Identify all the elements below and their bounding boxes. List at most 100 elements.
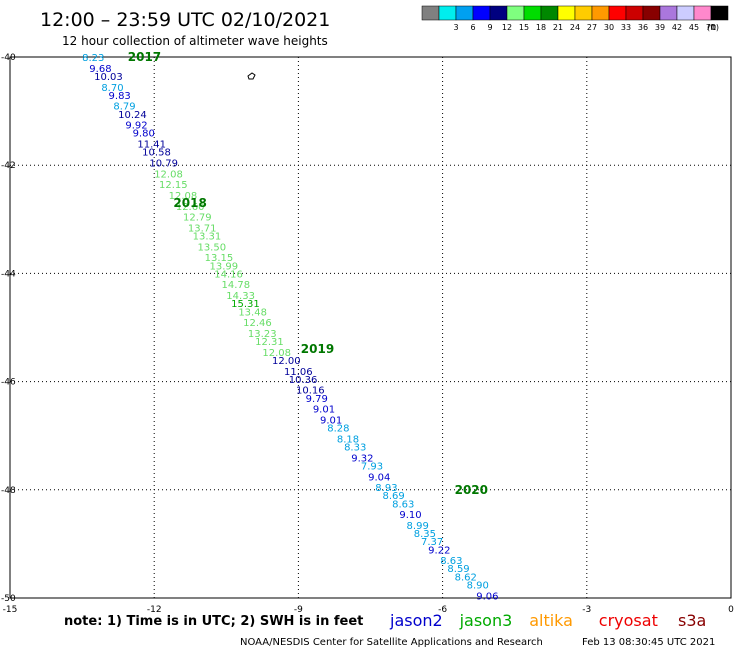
wave-height-value: 12.08: [154, 169, 183, 180]
legend-swatch-label: 3: [453, 23, 458, 32]
island-outline: [247, 72, 256, 80]
page-title: 12:00 – 23:59 UTC 02/10/2021: [40, 9, 330, 31]
satellite-name: cryosat: [599, 611, 658, 630]
track-time-mark: 2019: [301, 342, 334, 356]
wave-height-value: 8.69: [383, 491, 405, 502]
wave-height-value: 8.62: [455, 572, 477, 583]
legend-swatch: [506, 5, 525, 21]
wave-height-value: 9.06: [476, 591, 498, 602]
longitude-label: -6: [438, 605, 447, 615]
wave-height-value: 9.01: [320, 415, 342, 426]
wave-height-value: 12.00: [272, 356, 301, 367]
legend-swatch: [523, 5, 542, 21]
longitude-label: -3: [582, 605, 591, 615]
wave-height-value: 12.08: [262, 348, 291, 359]
wave-height-value: 11.41: [137, 140, 166, 151]
wave-height-color-legend: 3 6 9 12 15 18 21 24 27 30 33 36 39 42 45 70(ft): [421, 5, 729, 32]
wave-height-value: 10.24: [118, 110, 147, 121]
legend-swatch: [557, 5, 576, 21]
legend-swatch-label: 18: [536, 23, 546, 32]
wave-height-value: 9.79: [306, 394, 328, 405]
wave-height-value: 12.60: [176, 202, 205, 213]
wave-height-value: 8.35: [414, 529, 436, 540]
legend-swatch: [489, 5, 508, 21]
legend-swatch-label: 33: [621, 23, 631, 32]
longitude-tick-labels: -15 -12 -9 -6 -3 0: [3, 605, 734, 615]
latitude-label: -48: [1, 486, 16, 496]
wave-height-value: 13.50: [197, 242, 226, 253]
map-plot-area: -15 -12 -9 -6 -3 0 -40 -42 -44 -46 -48 -50 8.239.6…: [1, 50, 734, 615]
wave-height-value: 14.16: [214, 269, 243, 280]
wave-height-value: 8.18: [337, 434, 359, 445]
legend-swatch-label: 30: [604, 23, 614, 32]
legend-swatch-label: 12: [502, 23, 512, 32]
legend-swatch: [591, 5, 610, 21]
legend-swatch: [625, 5, 644, 21]
latitude-label: -40: [1, 53, 16, 63]
wave-height-value: 8.28: [327, 424, 349, 435]
wave-height-value: 8.79: [113, 102, 135, 113]
wave-height-value: 9.10: [399, 510, 421, 521]
wave-height-value: 10.03: [94, 72, 123, 83]
wave-height-value: 8.63: [392, 499, 414, 510]
wave-height-value: 8.90: [467, 580, 489, 591]
wave-height-value: 12.79: [183, 213, 212, 224]
legend-swatch: [693, 5, 712, 21]
wave-height-value: 12.31: [255, 337, 284, 348]
wave-height-value: 9.22: [428, 545, 450, 556]
wave-height-value: 10.79: [149, 158, 178, 169]
legend-swatch-label: 6: [470, 23, 475, 32]
wave-height-value: 8.23: [82, 53, 104, 64]
wave-height-value: 10.16: [296, 386, 325, 397]
wave-height-value: 8.33: [344, 443, 366, 454]
wave-height-value: 10.58: [142, 148, 171, 159]
track-time-mark: 2017: [128, 50, 161, 64]
track-time-marks: 2017 2018 2019 2020: [128, 50, 488, 497]
wave-height-value: 7.93: [361, 461, 383, 472]
wave-height-value: 7.37: [421, 537, 443, 548]
wave-height-value: 13.71: [188, 223, 217, 234]
legend-swatch-label: 21: [553, 23, 563, 32]
wave-height-value: 14.78: [221, 280, 250, 291]
legend-swatch: [540, 5, 559, 21]
longitude-label: -12: [147, 605, 162, 615]
wave-height-value: 8.99: [407, 521, 429, 532]
legend-swatch: [659, 5, 678, 21]
wave-height-value: 9.32: [351, 453, 373, 464]
legend-swatch-label: 45: [689, 23, 699, 32]
wave-height-value: 9.04: [368, 472, 390, 483]
wave-height-observations: 8.239.6810.038.709.838.7910.249.929.8011…: [82, 53, 498, 602]
legend-swatch: [676, 5, 695, 21]
legend-swatch-label: 70: [706, 23, 716, 32]
credit-text: NOAA/NESDIS Center for Satellite Applica…: [240, 637, 543, 648]
map-frame: [9, 56, 732, 599]
wave-height-value: 14.33: [226, 291, 255, 302]
latitude-label: -50: [1, 594, 16, 604]
legend-swatch: [421, 5, 440, 21]
wave-height-value: 9.68: [89, 64, 111, 75]
wave-height-value: 9.80: [133, 129, 155, 140]
legend-swatch-label: 9: [487, 23, 492, 32]
latitude-label: -46: [1, 378, 16, 388]
legend-swatch: [438, 5, 457, 21]
wave-height-value: 13.15: [205, 253, 234, 264]
wave-height-value: 8.93: [375, 483, 397, 494]
wave-height-value: 12.08: [169, 191, 198, 202]
wave-height-value: 8.70: [101, 83, 123, 94]
satellite-legend: jason2 jason3 altika cryosat s3a: [389, 611, 706, 630]
legend-swatch: [642, 5, 661, 21]
wave-height-value: 13.31: [193, 232, 222, 243]
legend-swatch-label: 42: [672, 23, 682, 32]
latitude-label: -44: [1, 269, 16, 279]
wave-height-value: 12.46: [243, 318, 272, 329]
wave-height-value: 13.99: [209, 261, 238, 272]
legend-swatch: [472, 5, 491, 21]
wave-height-value: 13.48: [238, 307, 267, 318]
satellite-name: jason3: [459, 611, 513, 630]
wave-height-value: 11.06: [284, 367, 313, 378]
satellite-name: s3a: [678, 611, 706, 630]
legend-swatch: [455, 5, 474, 21]
latitude-label: -42: [1, 161, 16, 171]
track-time-mark: 2020: [455, 483, 488, 497]
